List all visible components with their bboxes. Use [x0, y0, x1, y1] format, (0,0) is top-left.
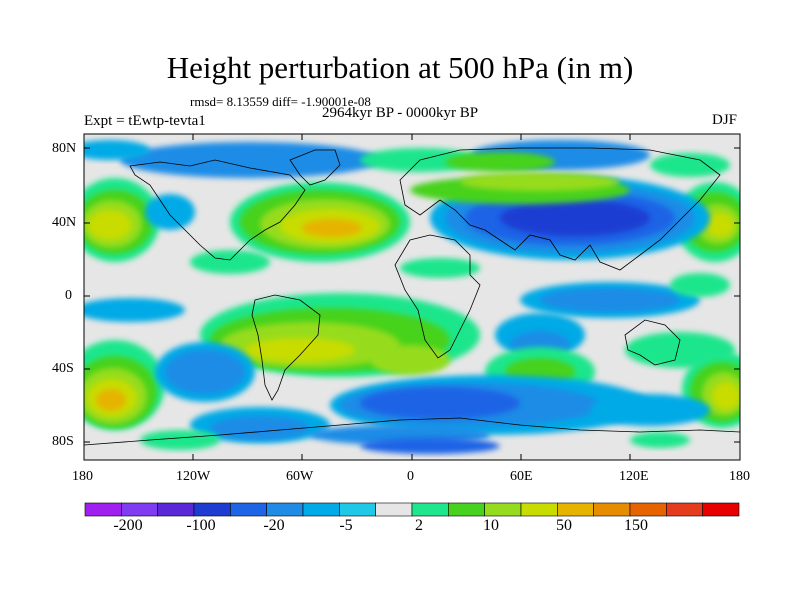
- contour-region: [190, 250, 270, 274]
- colorbar-swatch: [702, 502, 740, 517]
- map-title: Height perturbation at 500 hPa (in m): [166, 50, 634, 85]
- lat-label-80n: 80N: [52, 141, 77, 156]
- contour-region: [706, 213, 734, 237]
- colorbar-swatch: [484, 502, 522, 517]
- colorbar-label: -20: [263, 517, 285, 534]
- contour-region: [84, 298, 185, 322]
- contour-region: [370, 345, 450, 375]
- coastlines: [84, 147, 740, 446]
- lat-label-40n: 40N: [52, 215, 77, 230]
- colorbar: [84, 502, 740, 517]
- colorbar-swatch: [121, 502, 158, 517]
- colorbar-swatch: [157, 502, 195, 517]
- colorbar-swatch: [520, 502, 558, 517]
- lon-label-0: 0: [407, 469, 414, 484]
- contour-region: [670, 273, 730, 297]
- greenland-coast: [289, 149, 341, 186]
- lat-label-0: 0: [65, 288, 72, 303]
- contour-region: [360, 387, 520, 419]
- contour-region: [460, 173, 620, 191]
- contour-region: [245, 338, 355, 362]
- colorbar-label: 150: [624, 517, 648, 534]
- colorbar-swatch: [339, 502, 376, 517]
- colorbar-swatch: [557, 502, 594, 517]
- lon-label-120e: 120E: [619, 469, 649, 484]
- contour-region: [88, 210, 132, 240]
- colorbar-swatch: [84, 502, 122, 517]
- colorbar-swatch: [448, 502, 485, 517]
- colorbar-swatch: [411, 502, 449, 517]
- contour-region: [145, 194, 195, 230]
- lon-label-60e: 60E: [510, 469, 533, 484]
- colorbar-swatch: [629, 502, 667, 517]
- lat-label-40s: 40S: [52, 361, 74, 376]
- colorbar-label: -100: [186, 517, 216, 534]
- contour-region: [650, 153, 730, 177]
- colorbar-swatch: [375, 502, 413, 517]
- colorbar-swatch: [666, 502, 703, 517]
- experiment-label: Expt = tEwtp-tevta1: [84, 113, 206, 129]
- colorbar-label: 2: [415, 517, 423, 534]
- contour-region: [500, 200, 650, 236]
- antarctica-coast: [84, 417, 740, 446]
- contour-region: [165, 350, 245, 394]
- colorbar-label: -200: [113, 517, 143, 534]
- contour-region: [120, 142, 380, 178]
- contour-region: [84, 140, 150, 160]
- contour-region: [210, 416, 310, 440]
- contour-region: [302, 219, 362, 237]
- period-text: 2964kyr BP - 0000kyr BP: [322, 105, 479, 121]
- contour-region: [712, 382, 740, 410]
- colorbar-swatch: [230, 502, 267, 517]
- axis-ticks: [83, 134, 741, 460]
- contour-region: [445, 152, 555, 172]
- lon-label-60w: 60W: [286, 469, 314, 484]
- australia-coast: [624, 319, 681, 366]
- lat-label-80s: 80S: [52, 434, 74, 449]
- contour-region: [590, 394, 710, 426]
- contour-region: [140, 430, 220, 450]
- contour-region: [630, 432, 690, 448]
- contour-region: [360, 438, 500, 454]
- height-field: [84, 134, 740, 460]
- contour-region: [96, 389, 126, 411]
- colorbar-label: -5: [339, 517, 353, 534]
- colorbar-swatch: [302, 502, 340, 517]
- europe-asia-coast: [399, 147, 721, 271]
- lon-label-180e: 180: [729, 469, 750, 484]
- lon-label-120w: 120W: [176, 469, 211, 484]
- season-label: DJF: [712, 112, 738, 128]
- colorbar-swatch: [266, 502, 304, 517]
- lon-label-180w: 180: [72, 469, 93, 484]
- south-america-coast: [251, 294, 321, 401]
- colorbar-swatch: [593, 502, 631, 517]
- north-america-coast: [129, 159, 306, 261]
- colorbar-label: 10: [483, 517, 499, 534]
- stats-text: rmsd= 8.13559 diff= -1.90001e-08: [190, 94, 371, 109]
- contour-region: [400, 258, 480, 278]
- contour-region: [540, 288, 680, 312]
- africa-coast: [394, 234, 481, 359]
- colorbar-swatch: [193, 502, 231, 517]
- colorbar-label: 50: [556, 517, 572, 534]
